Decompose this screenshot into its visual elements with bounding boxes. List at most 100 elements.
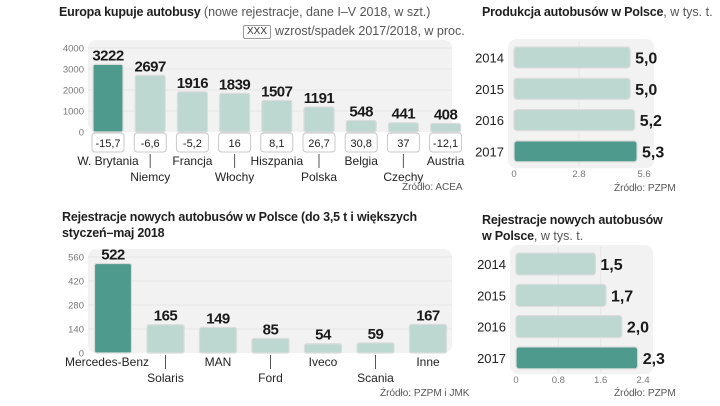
europe-chart-title: Europa kupuje autobusy (nowe rejestracje… (59, 4, 430, 20)
europe-change-label: -15,7 (95, 138, 120, 150)
pl-registrations-brands-value-label: 54 (315, 327, 332, 344)
europe-bar (430, 122, 462, 133)
pl-registrations-bar (515, 252, 596, 276)
europe-change-label: 26,7 (308, 138, 329, 150)
pl-registrations-bar (515, 315, 623, 339)
pl-registrations-brands-category-label: Inne (416, 355, 440, 369)
europe-value-label: 1839 (219, 76, 251, 93)
europe-change-label: 37 (397, 138, 409, 150)
pl-registrations-xtick-label: 2.4 (636, 375, 649, 386)
pl-registrations-brands-value-label: 522 (101, 247, 125, 264)
pl-production-category-label: 2017 (475, 144, 504, 159)
europe-category-label: Niemcy (130, 170, 170, 184)
registrations-title-light: , w tys. t. (533, 229, 584, 243)
europe-ytick-label: 3000 (63, 65, 84, 76)
europe-value-label: 2697 (135, 58, 167, 75)
pl-production-value-label: 5,0 (635, 51, 657, 68)
pl-production-value-label: 5,2 (640, 113, 662, 130)
europe-change-box (386, 132, 420, 153)
pl-registrations-brands-bar (303, 343, 343, 354)
pl-registrations-brands-value-label: 149 (206, 310, 230, 327)
production-title-light: , w tys. t. (663, 5, 713, 19)
europe-value-label: 441 (392, 106, 416, 123)
pl-registrations-brands-ytick-label: 280 (68, 301, 84, 312)
pl-registrations-category-label: 2016 (477, 320, 506, 335)
europe-change-label: 30,8 (350, 138, 371, 150)
pl-registrations-category-label: 2015 (477, 288, 506, 303)
pl-registrations-brands-ytick-label: 0 (79, 349, 84, 360)
europe-category-label: Belgia (345, 154, 379, 168)
europe-category-label: Włochy (215, 170, 254, 184)
pl-production-plot-bg (508, 39, 654, 169)
europe-ytick-label: 4000 (63, 44, 84, 55)
pl-production-bar (513, 46, 631, 69)
europe-bar (176, 91, 208, 133)
europe-change-box (91, 132, 125, 153)
europe-ytick-label: 1000 (63, 107, 84, 118)
brands-source: Źródło: PZPM i JMK (380, 388, 470, 399)
pl-registrations-brands-bar (93, 262, 133, 354)
europe-bar (303, 106, 335, 133)
pl-registrations-brands-value-label: 59 (368, 326, 384, 343)
brands-title-line2: styczeń–maj 2018 (62, 226, 165, 240)
pl-registrations-xtick-label: 0.8 (552, 375, 565, 386)
pl-registrations-bar (515, 283, 607, 307)
europe-change-label: -5,2 (183, 138, 202, 150)
pl-registrations-brands-ytick-label: 420 (68, 277, 84, 288)
europe-bar (261, 99, 293, 133)
europe-value-label: 1916 (177, 75, 209, 92)
europe-change-box (260, 132, 294, 153)
europe-change-label: -6,6 (141, 138, 160, 150)
production-source: Źródło: PZPM (614, 183, 676, 194)
europe-bar (134, 74, 166, 133)
europe-change-box (133, 132, 167, 153)
pl-registrations-category-label: 2017 (477, 351, 506, 366)
legend-swatch: XXX (243, 25, 272, 39)
pl-registrations-brands-category-label: MAN (205, 355, 232, 369)
europe-value-label: 1191 (304, 90, 335, 107)
pl-production-xtick-label: 2.8 (572, 169, 585, 180)
pl-registrations-plot-bg (510, 245, 653, 375)
pl-registrations-value-label: 2,0 (627, 320, 649, 337)
europe-change-box (429, 132, 463, 153)
europe-source: Źródło: ACEA (402, 182, 463, 193)
europe-ytick-label: 2000 (63, 86, 84, 97)
europe-title-bold: Europa kupuje autobusy (59, 5, 201, 19)
production-title-bold: Produkcja autobusów w Polsce (482, 5, 664, 19)
pl-registrations-brands-bar (146, 324, 185, 354)
pl-production-bar (513, 140, 638, 163)
pl-registrations-brands-category-label: Iveco (309, 355, 338, 369)
pl-registrations-xtick-label: 0 (513, 375, 518, 386)
pl-production-category-label: 2014 (475, 51, 504, 66)
pl-registrations-value-label: 1,7 (611, 288, 633, 305)
europe-change-box (218, 132, 252, 153)
pl-registrations-brands-value-label: 85 (263, 321, 279, 338)
europe-value-label: 408 (434, 106, 458, 123)
pl-registrations-brands-bar (356, 342, 395, 354)
pl-registrations-value-label: 2,3 (643, 351, 665, 368)
europe-bar (219, 92, 251, 133)
europe-category-label: Polska (301, 170, 337, 184)
europe-legend: XXX wzrost/spadek 2017/2018, w proc. (243, 24, 465, 39)
europe-change-label: -12,1 (433, 138, 458, 150)
pl-production-value-label: 5,3 (642, 144, 664, 161)
registrations-title-line1: Rejestracje nowych autobusów (482, 213, 663, 227)
pl-production-bar (513, 108, 636, 132)
europe-value-label: 548 (349, 103, 373, 120)
pl-registrations-brands-category-label: Mercedes-Benz (65, 355, 149, 369)
pl-registrations-category-label: 2014 (477, 257, 506, 272)
pl-registrations-xtick-label: 1.6 (594, 375, 607, 386)
pl-registrations-brands-bar (408, 323, 448, 354)
europe-value-label: 3222 (92, 47, 124, 64)
registrations-chart-title: Rejestracje nowych autobusów w Polsce, w… (482, 212, 663, 244)
legend-text: wzrost/spadek 2017/2018, w proc. (275, 24, 465, 38)
brands-chart-title: Rejestracje nowych autobusów w Polsce (d… (62, 209, 417, 241)
pl-registrations-brands-bar (251, 337, 290, 354)
pl-registrations-value-label: 1,5 (600, 257, 622, 274)
pl-production-category-label: 2016 (475, 113, 504, 128)
pl-registrations-brands-category-label: Ford (258, 371, 283, 385)
registrations-source: Źródło: PZPM (614, 388, 676, 399)
europe-category-label: W. Brytania (77, 154, 139, 168)
pl-registrations-bar (515, 346, 639, 370)
pl-production-value-label: 5,0 (635, 82, 657, 99)
